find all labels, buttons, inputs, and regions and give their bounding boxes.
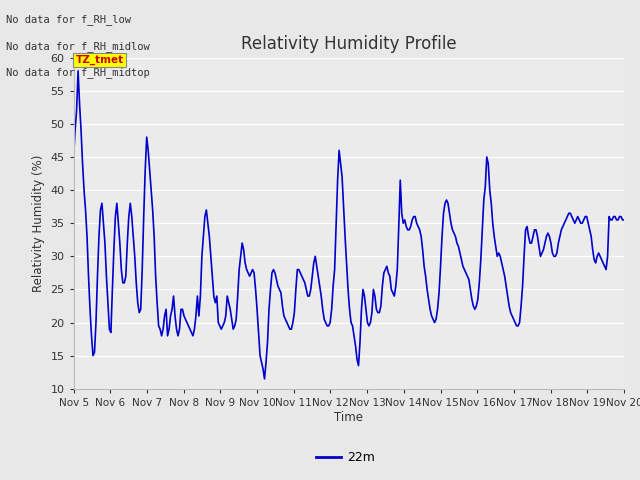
X-axis label: Time: Time: [334, 410, 364, 424]
Text: TZ_tmet: TZ_tmet: [76, 55, 124, 65]
Text: No data for f_RH_low: No data for f_RH_low: [6, 14, 131, 25]
Text: No data for f_RH_midlow: No data for f_RH_midlow: [6, 41, 150, 52]
Legend: 22m: 22m: [311, 446, 380, 469]
Title: Relativity Humidity Profile: Relativity Humidity Profile: [241, 35, 456, 53]
Y-axis label: Relativity Humidity (%): Relativity Humidity (%): [32, 155, 45, 292]
Text: No data for f_RH_midtop: No data for f_RH_midtop: [6, 67, 150, 78]
